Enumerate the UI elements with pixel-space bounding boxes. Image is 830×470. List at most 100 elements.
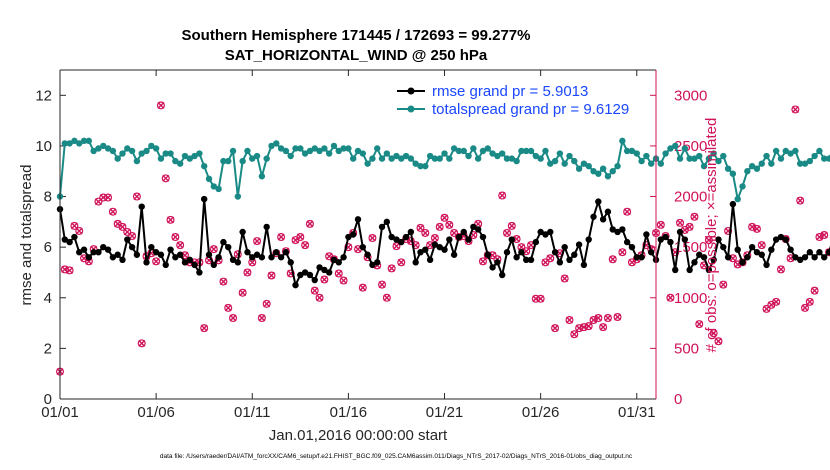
rmse-point [566, 256, 573, 264]
obs-assimilated-marker [445, 221, 453, 229]
rmse-point [95, 249, 102, 256]
obs-assimilated-marker [109, 208, 117, 216]
rmse-point [571, 251, 578, 258]
totalspread-point [503, 155, 511, 162]
rmse-point [542, 231, 549, 238]
rmse-point [258, 254, 266, 261]
totalspread-point [724, 165, 732, 172]
obs-possible-marker [421, 228, 430, 237]
obs-possible-marker [128, 232, 137, 241]
obs-possible-marker [445, 220, 454, 229]
rmse-point [647, 249, 655, 256]
totalspread-point [215, 185, 222, 193]
totalspread-point [647, 160, 655, 167]
totalspread-point [681, 145, 689, 152]
obs-assimilated-marker [392, 242, 400, 250]
obs-assimilated-marker [590, 316, 598, 324]
rmse-point [378, 223, 386, 231]
rmse-point [556, 259, 564, 266]
totalspread-point [455, 147, 463, 155]
totalspread-point [335, 147, 342, 155]
left-axis-ticks: 0 2 4 6 8 10 12 [35, 87, 66, 408]
rmse-point [633, 254, 640, 261]
obs-possible-marker [339, 276, 348, 285]
totalspread-point [412, 160, 419, 167]
rmse-point [249, 254, 256, 261]
rmse-point [273, 249, 280, 256]
totalspread-point [143, 147, 150, 155]
obs-possible-marker [656, 220, 665, 229]
obs-possible-marker [704, 236, 713, 245]
rmse-point [292, 281, 299, 289]
totalspread-point [537, 155, 544, 162]
totalspread-point [710, 150, 717, 157]
totalspread-point [210, 183, 218, 190]
totalspread-point [100, 142, 107, 150]
obs-possible-marker [301, 241, 310, 250]
obs-assimilated-marker [325, 252, 333, 260]
totalspread-point [297, 145, 304, 152]
rmse-point [638, 254, 645, 261]
totalspread-point [157, 155, 165, 162]
legend-spread-label: totalspread grand pr = 9.6129 [432, 101, 629, 118]
rmse-point [229, 256, 237, 264]
obs-assimilated-marker [604, 314, 612, 322]
rmse-point [777, 233, 785, 241]
obs-possible-marker [277, 233, 286, 242]
totalspread-point [734, 195, 741, 203]
x-tick-label: 01/16 [330, 404, 368, 421]
obs-possible-marker [156, 101, 165, 110]
rmse-point [580, 261, 588, 269]
obs-assimilated-marker [690, 213, 698, 221]
totalspread-point [638, 157, 645, 165]
rmse-point [537, 228, 544, 236]
obs-possible-marker [108, 207, 117, 216]
obs-assimilated-marker [248, 258, 256, 266]
rmse-point [71, 233, 78, 241]
rmse-point [234, 259, 242, 266]
x-axis-ticks: 01/01 01/06 01/11 01/16 01/21 01/26 01/31 [41, 70, 656, 421]
totalspread-point [306, 147, 314, 155]
obs-possible-marker [310, 286, 319, 295]
totalspread-point [628, 147, 636, 155]
obs-possible-marker [320, 275, 329, 284]
rmse-point [196, 269, 203, 276]
totalspread-point [547, 160, 554, 167]
totalspread-point [148, 142, 155, 150]
obs-possible-marker [94, 197, 103, 206]
obs-assimilated-marker [296, 233, 304, 241]
rmse-point [758, 251, 765, 258]
totalspread-point [316, 147, 323, 155]
rmse-point [119, 256, 126, 264]
rmse-point [215, 254, 222, 261]
obs-possible-marker [262, 299, 271, 308]
rmse-line [59, 198, 830, 287]
totalspread-point [508, 155, 516, 162]
totalspread-point [196, 150, 203, 157]
totalspread-point [95, 145, 102, 152]
left-tick-label: 12 [35, 87, 52, 104]
rmse-point [484, 251, 491, 258]
rmse-point [623, 238, 631, 246]
obs-possible-marker [570, 330, 579, 339]
obs-assimilated-marker [551, 324, 559, 332]
obs-assimilated-marker [546, 254, 554, 262]
totalspread-point [340, 145, 347, 152]
rmse-point [821, 254, 828, 261]
obs-assimilated-marker [219, 278, 227, 286]
totalspread-point [426, 152, 434, 160]
totalspread-point [359, 150, 367, 157]
totalspread-point [787, 150, 794, 157]
footer-datafile: data file: /Users/raeder/DAI/ATM_forcXX/… [160, 453, 633, 460]
rmse-point [614, 228, 621, 236]
rmse-point [359, 243, 367, 251]
totalspread-point [623, 147, 631, 155]
rmse-point [609, 226, 616, 233]
obs-possible-marker [531, 294, 540, 303]
totalspread-point [172, 157, 179, 165]
obs-possible-marker [762, 304, 771, 313]
rmse-point [225, 243, 232, 251]
totalspread-point [575, 165, 583, 172]
totalspread-point [715, 157, 722, 165]
obs-possible-marker [714, 337, 723, 346]
